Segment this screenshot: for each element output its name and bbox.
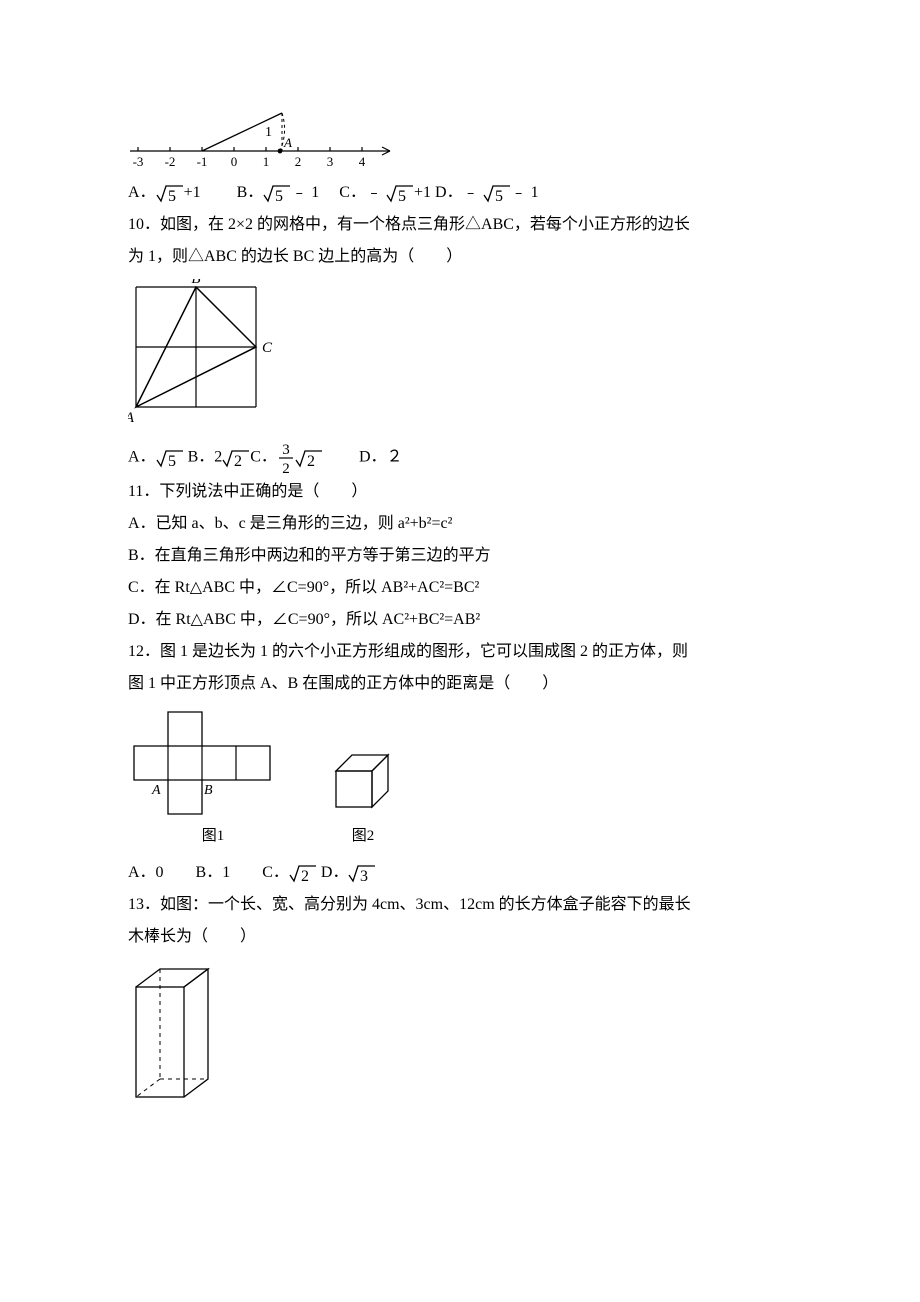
q9-B-prefix: B． — [205, 184, 264, 201]
svg-text:A: A — [283, 135, 292, 150]
svg-text:C: C — [262, 340, 273, 356]
q12-stem-line1: 12．图 1 是边长为 1 的六个小正方形组成的图形，它可以围成图 2 的正方体… — [128, 636, 792, 668]
q10-D-text: D．２ — [327, 449, 403, 466]
svg-text:0: 0 — [231, 154, 238, 169]
svg-text:2: 2 — [295, 154, 302, 169]
svg-text:1: 1 — [263, 154, 270, 169]
q12-stem-line2: 图 1 中正方形顶点 A、B 在围成的正方体中的距离是（ ） — [128, 668, 792, 700]
svg-text:2: 2 — [282, 461, 290, 476]
q10-B-prefix: B．2 — [188, 449, 223, 466]
svg-text:5: 5 — [275, 188, 283, 204]
svg-text:B: B — [204, 783, 213, 798]
q9-D-prefix: D．﹣ — [435, 184, 483, 201]
q12-options: A．0 B．1 C． 2 D． 3 — [128, 857, 792, 889]
q10-options: A． 5 B．2 2 C． 3 2 2 D．２ — [128, 440, 792, 476]
q11-stem: 11．下列说法中正确的是（ ） — [128, 476, 792, 508]
q9-A-after: +1 — [184, 184, 201, 201]
svg-text:-1: -1 — [197, 154, 208, 169]
svg-text:4: 4 — [359, 154, 366, 169]
q10-C-prefix: C． — [250, 449, 277, 466]
svg-text:B: B — [191, 279, 200, 287]
q12-net-caption: 图1 — [128, 821, 298, 851]
q9-D-after: ﹣ 1 — [511, 184, 539, 201]
q10-stem-line1: 10．如图，在 2×2 的网格中，有一个格点三角形△ABC，若每个小正方形的边长 — [128, 209, 792, 241]
svg-text:2: 2 — [301, 868, 309, 884]
svg-text:3: 3 — [282, 442, 290, 458]
svg-text:5: 5 — [398, 188, 406, 204]
q12-D-prefix: D． — [321, 864, 349, 881]
svg-text:-3: -3 — [133, 154, 144, 169]
svg-text:5: 5 — [495, 188, 503, 204]
svg-text:5: 5 — [168, 188, 176, 204]
q11-A: A．已知 a、b、c 是三角形的三边，则 a²+b²=c² — [128, 508, 792, 540]
svg-text:A: A — [128, 410, 135, 426]
q10-grid-figure: A B C — [128, 279, 792, 434]
svg-text:-2: -2 — [165, 154, 176, 169]
q11-D: D．在 Rt△ABC 中，∠C=90°，所以 AC²+BC²=AB² — [128, 604, 792, 636]
svg-text:2: 2 — [234, 453, 242, 469]
svg-text:2: 2 — [307, 453, 315, 469]
q9-C-prefix: C．﹣ — [323, 184, 386, 201]
svg-text:3: 3 — [360, 868, 368, 884]
svg-text:A: A — [151, 783, 161, 798]
q12-ABC: A．0 B．1 C． — [128, 864, 289, 881]
svg-text:3: 3 — [327, 154, 334, 169]
q10-stem-line2: 为 1，则△ABC 的边长 BC 边上的高为（ ） — [128, 241, 792, 273]
q13-stem-line2: 木棒长为（ ） — [128, 921, 792, 953]
q11-B: B．在直角三角形中两边和的平方等于第三边的平方 — [128, 540, 792, 572]
q11-C: C．在 Rt△ABC 中，∠C=90°，所以 AB²+AC²=BC² — [128, 572, 792, 604]
q9-options: A． 5 +1 B． 5 ﹣ 1 C．﹣ 5 +1 D．﹣ 5 ﹣ 1 — [128, 177, 792, 209]
q13-stem-line1: 13．如图：一个长、宽、高分别为 4cm、3cm、12cm 的长方体盒子能容下的… — [128, 889, 792, 921]
numberline-figure: -3 -2 -1 0 1 2 3 4 1A — [128, 96, 792, 171]
q9-C-after: +1 — [414, 184, 431, 201]
q9-B-after: ﹣ 1 — [291, 184, 319, 201]
q13-box-figure — [128, 959, 792, 1119]
q9-A-prefix: A． — [128, 184, 156, 201]
q12-figures: A B 图1 图2 — [128, 706, 792, 851]
q12-cube-caption: 图2 — [328, 821, 398, 851]
q10-A-prefix: A． — [128, 449, 156, 466]
svg-text:1: 1 — [265, 125, 272, 140]
svg-text:5: 5 — [168, 453, 176, 469]
